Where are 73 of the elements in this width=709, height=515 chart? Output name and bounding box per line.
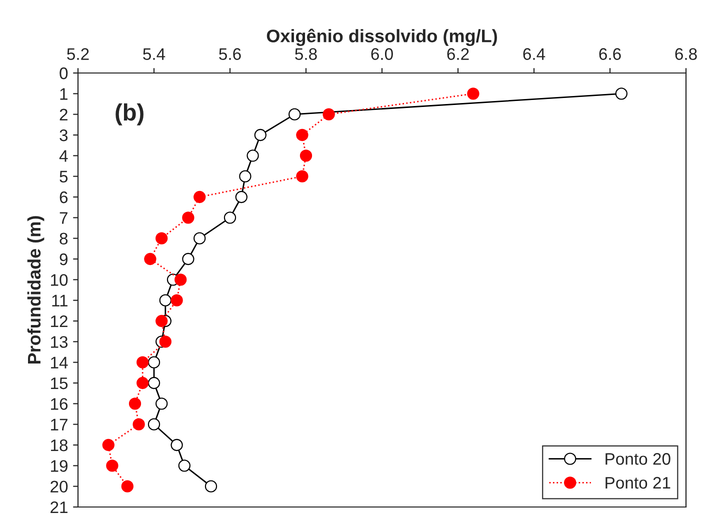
point xyxy=(128,398,142,410)
point xyxy=(182,252,194,266)
x-tick-label: 5.6 xyxy=(219,48,241,60)
x-tick-label: 6.2 xyxy=(447,48,469,60)
point xyxy=(235,190,248,204)
point xyxy=(288,108,301,120)
point xyxy=(224,212,236,224)
point xyxy=(148,418,160,430)
point xyxy=(136,376,149,390)
point xyxy=(296,128,308,142)
point xyxy=(182,212,194,224)
point xyxy=(136,356,149,368)
point xyxy=(148,376,160,390)
x-tick-label: 6.0 xyxy=(371,48,393,60)
point xyxy=(148,356,160,368)
y-tick-label: 18 xyxy=(51,439,68,452)
point xyxy=(156,232,168,244)
point xyxy=(144,252,156,266)
y-tick-label: 4 xyxy=(59,150,68,162)
point xyxy=(246,150,259,162)
point xyxy=(156,314,168,328)
y-tick-label: 3 xyxy=(60,129,68,142)
y-tick-label: 16 xyxy=(51,398,68,410)
point xyxy=(170,438,183,452)
y-tick-label: 0 xyxy=(60,67,68,80)
x-tick-label: 5.4 xyxy=(143,48,166,60)
x-tick-label: 6.8 xyxy=(675,48,697,60)
point xyxy=(322,108,335,120)
point xyxy=(159,294,172,306)
y-tick-label: 19 xyxy=(51,460,68,472)
y-tick-label: 15 xyxy=(51,378,68,390)
point xyxy=(102,438,114,452)
x-tick-label: 6.6 xyxy=(599,48,621,60)
y-tick-label: 17 xyxy=(51,418,68,430)
point xyxy=(156,398,168,410)
point xyxy=(254,128,266,142)
y-tick-label: 14 xyxy=(51,356,68,368)
x-tick-label: 5.8 xyxy=(295,48,317,60)
point xyxy=(300,150,312,162)
point xyxy=(178,460,190,472)
point xyxy=(174,274,187,286)
y-tick-label: 1 xyxy=(60,88,68,100)
point xyxy=(194,232,206,244)
point xyxy=(194,190,206,204)
point xyxy=(170,294,183,306)
y-tick-label: 20 xyxy=(50,480,68,493)
y-tick-label: 9 xyxy=(60,253,68,266)
y-tick-label: 7 xyxy=(60,212,68,224)
legend-label: Ponto 21 xyxy=(606,476,670,489)
annotation: (b) xyxy=(116,103,144,126)
point xyxy=(159,336,172,348)
point xyxy=(204,480,218,492)
point xyxy=(121,480,134,492)
y-tick-label: 8 xyxy=(60,232,68,245)
y-tick-label: 5 xyxy=(60,170,68,183)
y-tick-label: 2 xyxy=(60,108,68,120)
legend-label: Ponto 20 xyxy=(606,453,670,465)
x-axis-title: Oxigênio dissolvido (mg/L) xyxy=(266,28,497,46)
y-tick-label: 12 xyxy=(51,315,68,328)
point xyxy=(132,418,145,430)
point xyxy=(296,170,308,182)
x-tick-label: 6.4 xyxy=(523,48,546,60)
y-tick-label: 21 xyxy=(50,501,68,514)
point xyxy=(615,88,628,100)
y-tick-label: 13 xyxy=(51,336,68,348)
y-tick-label: 11 xyxy=(52,294,68,306)
point xyxy=(106,460,118,472)
y-tick-label: 6 xyxy=(60,191,68,204)
point xyxy=(239,170,252,182)
point xyxy=(467,88,480,100)
x-tick-label: 5.2 xyxy=(67,48,89,60)
y-tick-label: 10 xyxy=(51,274,68,286)
y-axis-title: Profundidade (m) xyxy=(27,216,44,364)
